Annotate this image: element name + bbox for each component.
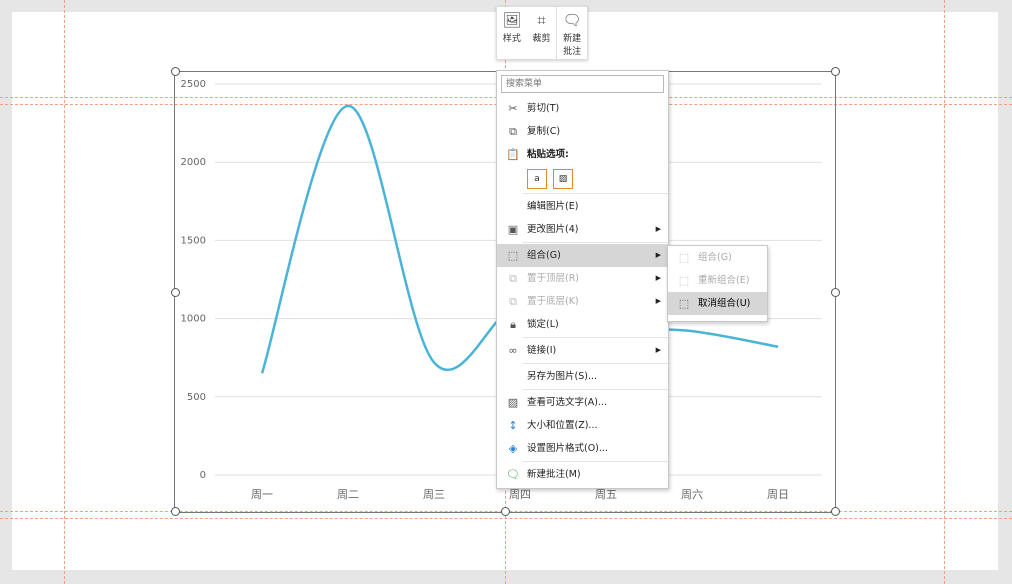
submenu-item-group[interactable]: ⬚ 组合(G)	[668, 246, 767, 269]
resize-handle[interactable]	[171, 507, 180, 516]
y-tick-label: 2000	[181, 157, 206, 168]
submenu-arrow-icon: ▶	[655, 225, 661, 233]
resize-handle[interactable]	[831, 67, 840, 76]
series-line	[260, 104, 779, 374]
group-icon: ⬚	[678, 251, 690, 264]
menu-item-format-picture[interactable]: ◈ 设置图片格式(O)...	[497, 437, 668, 460]
submenu-item-regroup[interactable]: ⬚ 重新组合(E)	[668, 269, 767, 292]
x-tick-label: 周二	[337, 488, 359, 501]
menu-item-alt-text[interactable]: ▨ 查看可选文字(A)...	[497, 391, 668, 414]
menu-item-cut[interactable]: ✂ 剪切(T)	[497, 97, 668, 120]
menu-item-edit-picture[interactable]: 编辑图片(E)	[527, 201, 579, 212]
y-tick-label: 1500	[181, 235, 206, 246]
size-position-icon: ↕	[508, 419, 518, 432]
submenu-item-ungroup[interactable]: ⬚ 取消组合(U)	[668, 292, 767, 315]
x-tick-label: 周四	[509, 488, 531, 501]
group-icon: ⬚	[507, 249, 519, 262]
bring-front-icon: ⧉	[509, 272, 517, 285]
resize-handle[interactable]	[831, 288, 840, 297]
paste-options-label: 📋 粘贴选项:	[497, 143, 668, 166]
submenu-arrow-icon: ▶	[655, 346, 661, 354]
submenu-arrow-icon: ▶	[655, 274, 661, 282]
guide-line[interactable]	[944, 0, 945, 584]
menu-item-bring-to-front[interactable]: ⧉ 置于顶层(R) ▶	[497, 267, 668, 290]
crop-button[interactable]: ⌗ 裁剪	[527, 7, 557, 59]
change-picture-icon: ▣	[507, 223, 519, 236]
guide-line[interactable]	[64, 0, 65, 584]
scissors-icon: ✂	[508, 102, 518, 115]
alt-text-icon: ▨	[507, 396, 519, 409]
format-picture-icon: ◈	[508, 442, 518, 455]
menu-item-lock[interactable]: 🔒︎ 锁定(L)	[497, 313, 668, 336]
x-tick-label: 周日	[767, 488, 789, 501]
paste-picture-icon[interactable]: ▨	[553, 169, 573, 189]
guide-line[interactable]	[0, 518, 1012, 519]
clipboard-icon: 📋	[506, 148, 520, 161]
menu-item-copy[interactable]: ⧉ 复制(C)	[497, 120, 668, 143]
y-tick-label: 1000	[181, 314, 206, 325]
lock-icon: 🔒︎	[510, 318, 516, 331]
menu-item-new-comment[interactable]: 🗨 新建批注(M)	[497, 463, 668, 486]
new-comment-button[interactable]: 🗨 新建批注	[556, 7, 587, 59]
resize-handle[interactable]	[171, 67, 180, 76]
picture-style-icon: 🖼	[502, 11, 522, 29]
menu-item-send-to-back[interactable]: ⧉ 置于底层(K) ▶	[497, 290, 668, 313]
submenu-arrow-icon: ▶	[655, 251, 661, 259]
copy-icon: ⧉	[509, 125, 517, 138]
submenu-arrow-icon: ▶	[655, 297, 661, 305]
x-tick-label: 周六	[681, 488, 703, 501]
menu-item-size-position[interactable]: ↕ 大小和位置(Z)...	[497, 414, 668, 437]
ungroup-icon: ⬚	[678, 297, 690, 310]
menu-item-save-as-picture[interactable]: 另存为图片(S)...	[527, 371, 598, 382]
menu-item-group[interactable]: ⬚ 组合(G) ▶	[497, 244, 668, 267]
search-menu-input[interactable]: 搜索菜单	[501, 75, 664, 93]
resize-handle[interactable]	[171, 288, 180, 297]
y-tick-label: 0	[200, 470, 206, 481]
x-tick-label: 周五	[595, 488, 617, 501]
comment-icon: 🗨	[562, 11, 582, 29]
paste-keep-text-icon[interactable]: a	[527, 169, 547, 189]
menu-item-link[interactable]: ∞ 链接(I) ▶	[497, 339, 668, 362]
menu-item-change-picture[interactable]: ▣ 更改图片(4) ▶	[497, 218, 668, 241]
context-menu: 搜索菜单 ✂ 剪切(T) ⧉ 复制(C) 📋 粘贴选项: a ▨ 编辑图片(E) ▣ 更改…	[496, 70, 669, 489]
y-tick-label: 500	[187, 392, 206, 403]
link-icon: ∞	[508, 344, 518, 357]
style-button[interactable]: 🖼 样式	[497, 7, 527, 59]
send-back-icon: ⧉	[509, 295, 517, 308]
resize-handle[interactable]	[831, 507, 840, 516]
mini-toolbar: 🖼 样式 ⌗ 裁剪 🗨 新建批注	[496, 6, 588, 60]
new-comment-icon: 🗨	[506, 468, 520, 481]
x-tick-label: 周一	[251, 488, 273, 501]
y-tick-label: 2500	[181, 79, 206, 90]
resize-handle[interactable]	[501, 507, 510, 516]
crop-icon: ⌗	[537, 11, 546, 29]
regroup-icon: ⬚	[678, 274, 690, 287]
x-tick-label: 周三	[423, 488, 445, 501]
group-submenu: ⬚ 组合(G) ⬚ 重新组合(E) ⬚ 取消组合(U)	[667, 245, 768, 322]
